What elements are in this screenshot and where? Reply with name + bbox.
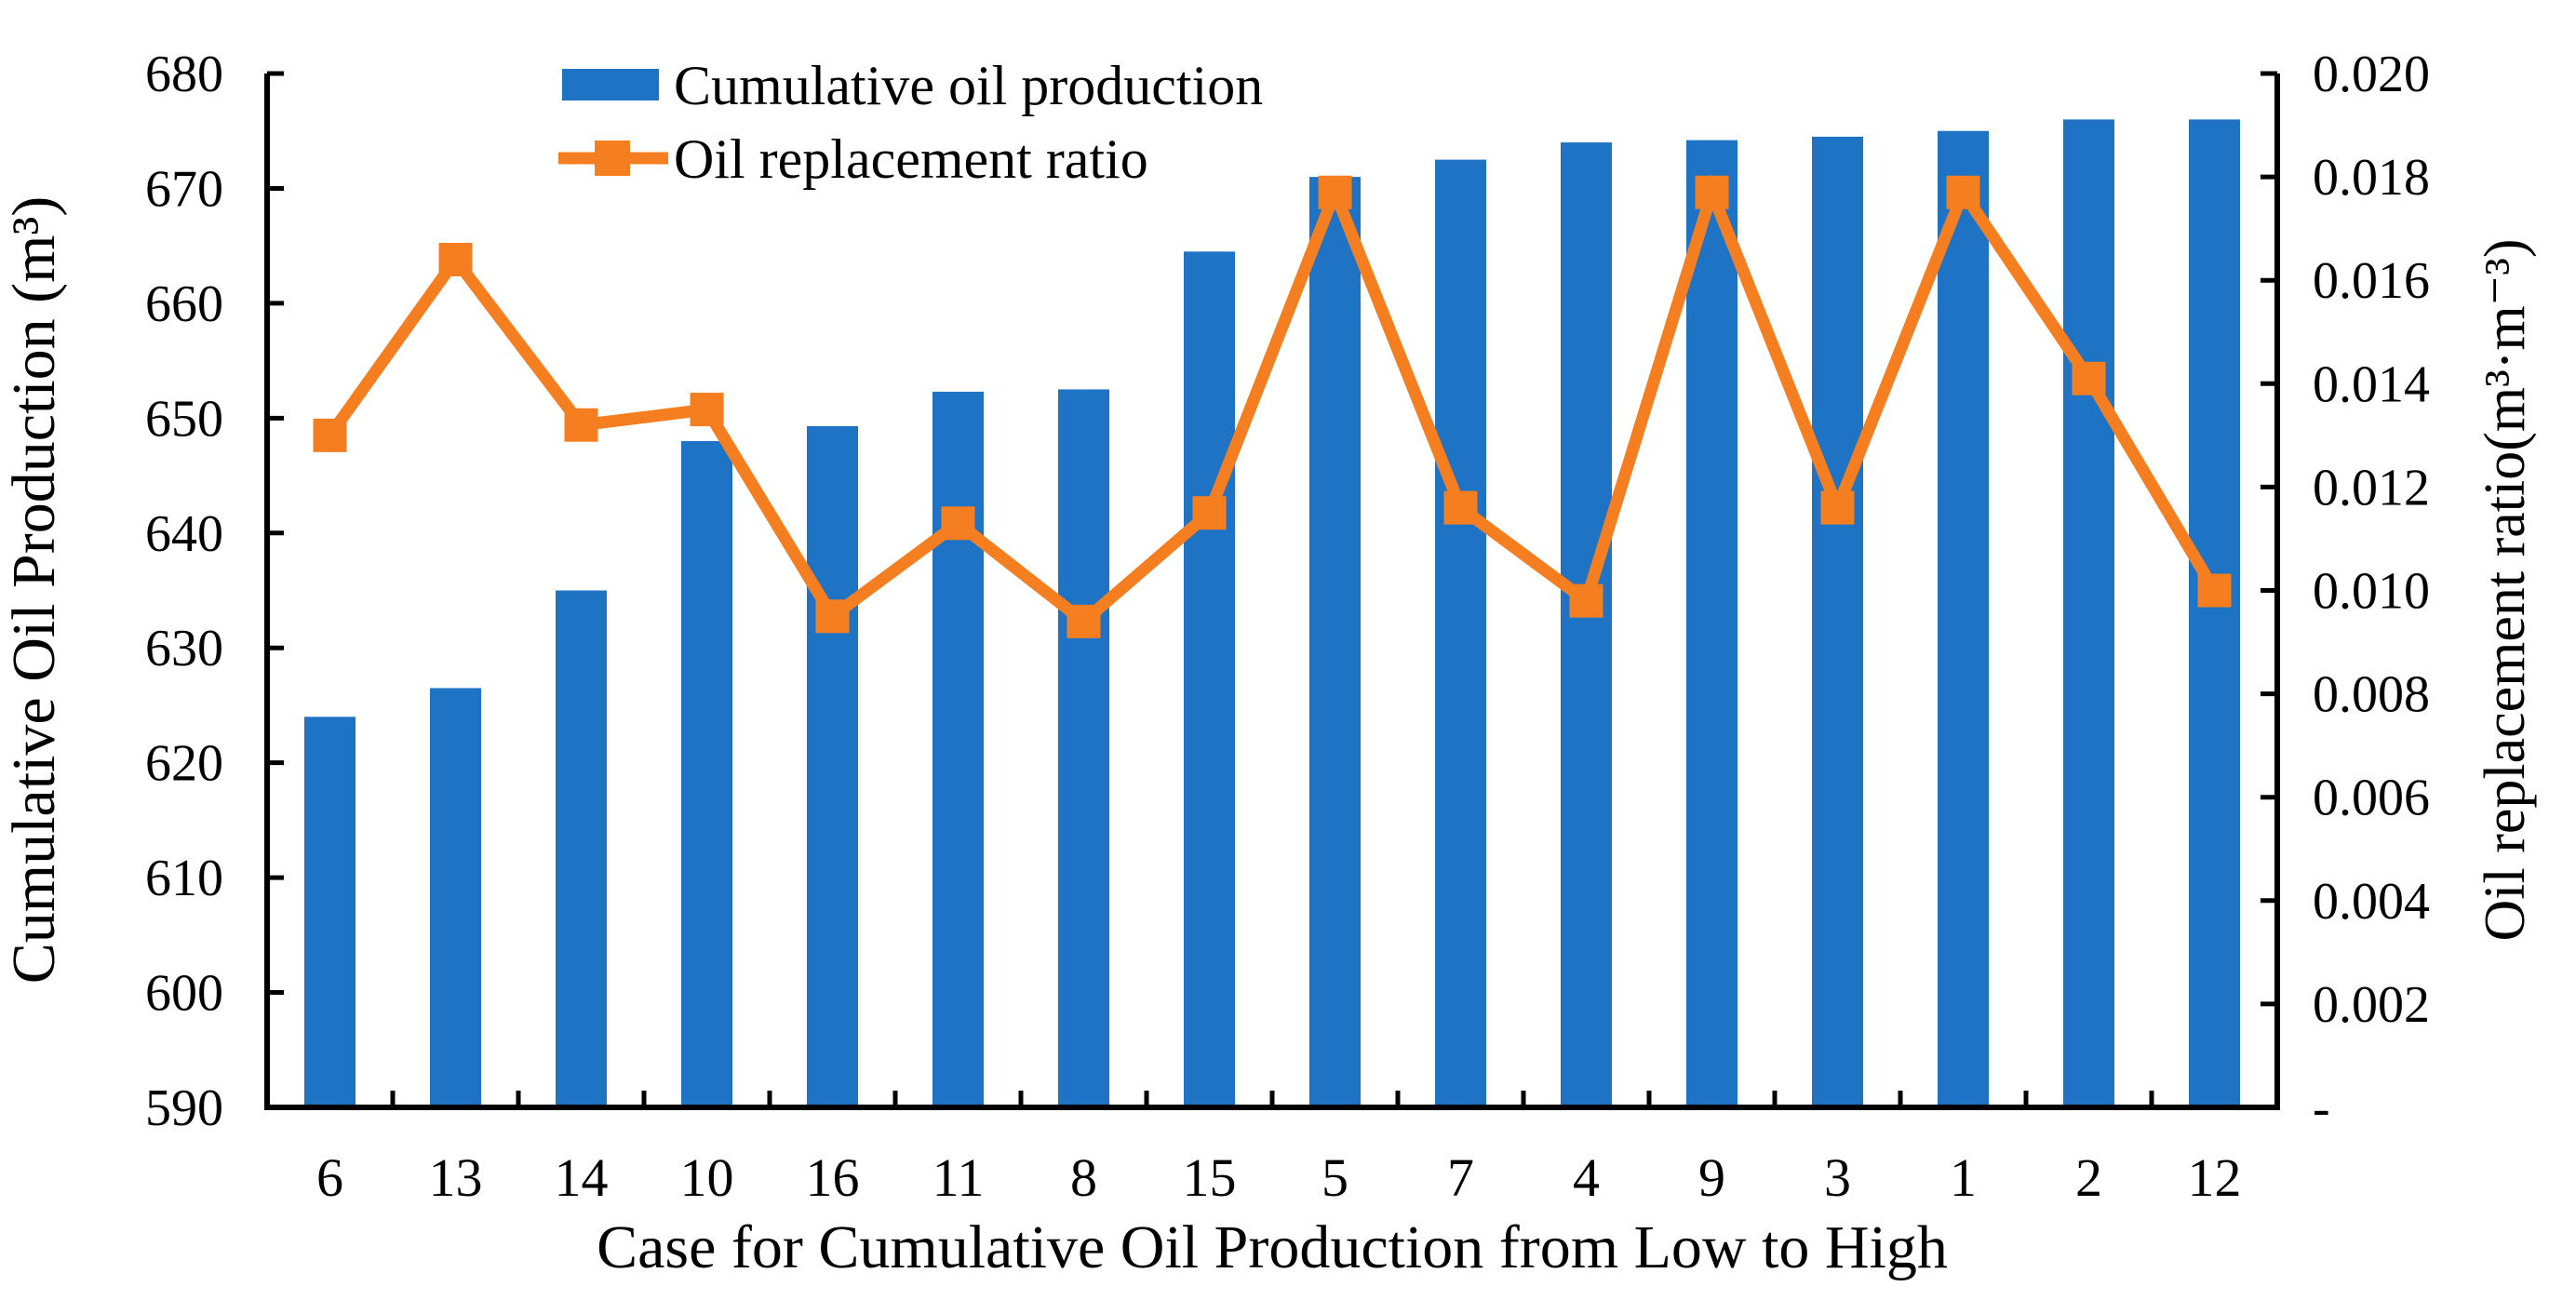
left-axis-tick-label: 600 — [145, 965, 223, 1023]
left-axis-tick-label: 670 — [145, 160, 223, 218]
ratio-marker-case-16 — [815, 599, 850, 634]
left-axis-tick-label: 660 — [145, 275, 223, 333]
axes-group — [264, 71, 2280, 1110]
bar-case-9 — [1686, 140, 1737, 1107]
bar-case-5 — [1309, 177, 1361, 1108]
x-axis-category-label: 12 — [2188, 1147, 2242, 1208]
ratio-line-group — [313, 174, 2232, 638]
ratio-marker-case-5 — [1318, 175, 1352, 209]
ratio-marker-case-9 — [1695, 175, 1729, 209]
left-axis-tick-label: 630 — [145, 620, 223, 677]
x-axis-category-label: 15 — [1183, 1147, 1237, 1208]
bar-case-3 — [1812, 136, 1863, 1108]
x-axis-category-label: 8 — [1070, 1147, 1097, 1208]
x-axis-category-label: 4 — [1573, 1147, 1600, 1208]
x-axis-category-label: 2 — [2075, 1147, 2102, 1208]
x-axis-category-label: 9 — [1698, 1147, 1725, 1208]
ratio-marker-case-7 — [1443, 490, 1478, 525]
right-axis-tick-label: 0.008 — [2313, 666, 2430, 724]
bar-case-11 — [932, 391, 984, 1107]
bar-case-2 — [2063, 119, 2114, 1107]
bar-case-4 — [1561, 142, 1612, 1108]
left-axis-tick-label: 640 — [145, 505, 223, 563]
right-axis-tick-label: 0.014 — [2313, 355, 2430, 413]
bar-case-8 — [1058, 389, 1109, 1107]
ratio-marker-case-1 — [1946, 175, 1980, 209]
right-axis-tick-label: 0.002 — [2313, 976, 2430, 1034]
left-axis-title: Cumulative Oil Production (m³) — [0, 196, 68, 985]
ratio-marker-case-10 — [690, 393, 724, 427]
legend-marker-swatch-icon — [595, 141, 630, 176]
ratio-marker-case-4 — [1569, 583, 1603, 618]
x-axis-category-label: 6 — [316, 1147, 343, 1208]
x-axis-title: Case for Cumulative Oil Production from … — [597, 1213, 1948, 1281]
ratio-marker-case-14 — [564, 408, 598, 442]
right-axis-tick-label: - — [2313, 1079, 2330, 1137]
x-axis-category-label: 16 — [806, 1147, 860, 1208]
x-axis-category-label: 10 — [680, 1147, 734, 1208]
right-axis-tick-labels: 0.020 0.018 0.016 0.014 0.012 0.010 0.008 0.006… — [2313, 46, 2430, 1137]
bar-case-12 — [2189, 119, 2240, 1107]
left-axis-tick-label: 620 — [145, 735, 223, 793]
ratio-line — [325, 174, 2220, 630]
x-axis-tick-labels: 6 13 14 10 16 11 8 15 5 7 4 9 3 1 2 12 — [316, 1147, 2242, 1208]
x-axis-category-label: 7 — [1447, 1147, 1474, 1208]
x-axis-category-label: 11 — [932, 1147, 985, 1208]
bar-case-10 — [681, 441, 732, 1107]
left-axis-tick-labels: 680 670 660 650 640 630 620 610 600 590 — [145, 46, 223, 1137]
bar-case-15 — [1184, 251, 1235, 1108]
left-axis-tick-label: 610 — [145, 850, 223, 907]
legend-label-ratio: Oil replacement ratio — [674, 128, 1148, 190]
legend-bar-swatch-icon — [562, 69, 659, 101]
right-axis-title: Oil replacement ratio(m³·m⁻³) — [2474, 238, 2537, 941]
bar-case-16 — [807, 425, 858, 1107]
bars-group — [304, 119, 2240, 1108]
ratio-marker-case-15 — [1192, 496, 1227, 530]
right-axis-tick-label: 0.012 — [2313, 459, 2430, 516]
ratio-marker-case-12 — [2197, 573, 2232, 608]
bar-case-7 — [1435, 159, 1486, 1108]
ratio-marker-case-3 — [1820, 490, 1855, 525]
right-axis-tick-label: 0.020 — [2313, 46, 2430, 103]
right-axis-tick-label: 0.010 — [2313, 563, 2430, 621]
right-axis-tick-label: 0.018 — [2313, 149, 2430, 207]
right-axis-tick-label: 0.004 — [2313, 873, 2430, 931]
ratio-marker-case-8 — [1067, 604, 1101, 638]
ratio-marker-case-13 — [438, 242, 473, 276]
left-axis-tick-label: 650 — [145, 390, 223, 448]
bar-case-14 — [556, 590, 607, 1107]
ratio-marker-case-6 — [313, 418, 347, 452]
ratio-marker-case-11 — [941, 506, 975, 541]
left-axis-tick-label: 590 — [145, 1079, 223, 1137]
x-axis-category-label: 5 — [1322, 1147, 1348, 1208]
x-axis-category-label: 3 — [1824, 1147, 1851, 1208]
bar-case-6 — [304, 717, 356, 1107]
right-axis-tick-label: 0.016 — [2313, 252, 2430, 310]
legend-label-production: Cumulative oil production — [674, 55, 1263, 116]
right-axis-tick-label: 0.006 — [2313, 770, 2430, 827]
left-axis-tick-label: 680 — [145, 46, 223, 103]
legend: Cumulative oil production Oil replacemen… — [558, 55, 1263, 190]
x-axis-category-label: 14 — [555, 1147, 609, 1208]
x-axis-category-label: 1 — [1950, 1147, 1977, 1208]
ratio-marker-case-2 — [2072, 361, 2106, 395]
x-axis-category-label: 13 — [429, 1147, 483, 1208]
bar-case-13 — [430, 688, 481, 1107]
bar-case-1 — [1938, 130, 1989, 1108]
